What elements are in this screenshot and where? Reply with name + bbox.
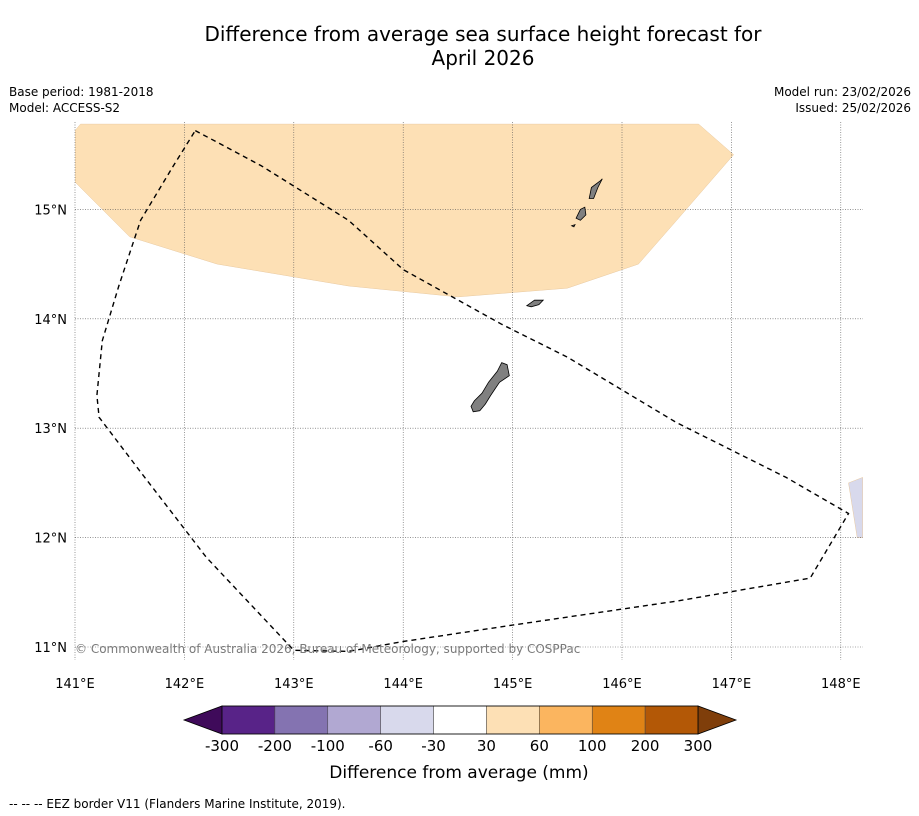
colorbar-bin <box>433 705 487 735</box>
colorbar-tick-label: 300 <box>684 737 713 755</box>
title-line-2: April 2026 <box>431 46 535 70</box>
colorbar-over-arrow <box>697 705 738 735</box>
colorbar-under-arrow <box>182 705 223 735</box>
colorbar-tick-label: -100 <box>311 737 345 755</box>
axis-ticks: 141°E 142°E 143°E 144°E 145°E 146°E 147°E 148°E… <box>34 203 860 692</box>
colorbar-tick-label: -30 <box>421 737 446 755</box>
lon-tick-label: 143°E <box>274 677 314 692</box>
colorbar-tick-label: -300 <box>205 737 239 755</box>
colorbar-bin <box>327 705 381 735</box>
colorbar-tick-label: -200 <box>258 737 292 755</box>
base-period: Base period: 1981-2018 <box>9 85 154 99</box>
lon-tick-label: 142°E <box>165 677 205 692</box>
colorbar-tick-label: 200 <box>631 737 660 755</box>
meta-right: Model run: 23/02/2026 Issued: 25/02/2026 <box>774 84 911 116</box>
lon-tick-label: 146°E <box>602 677 642 692</box>
lon-tick-label: 145°E <box>493 677 533 692</box>
colorbar-tick-label: 60 <box>530 737 549 755</box>
colorbar-bin <box>539 705 593 735</box>
lon-tick-label: 147°E <box>712 677 752 692</box>
islands <box>470 178 603 413</box>
lat-tick-label: 13°N <box>34 422 67 437</box>
model-name: Model: ACCESS-S2 <box>9 101 121 115</box>
anomaly-region-0 <box>75 123 734 298</box>
colorbar-tick-label: -60 <box>368 737 393 755</box>
colorbar-tick-label: 100 <box>578 737 607 755</box>
model-run: Model run: 23/02/2026 <box>773 85 911 99</box>
colorbar-bin <box>274 705 329 735</box>
colorbar-bin <box>486 705 540 735</box>
colorbar-tick-label: 30 <box>477 737 496 755</box>
colorbar-bin <box>644 705 699 735</box>
issued-date: Issued: 25/02/2026 <box>795 101 911 115</box>
island-saipan <box>588 178 603 199</box>
island-tinian <box>575 206 587 221</box>
eez-border-layer <box>96 129 850 653</box>
lon-tick-label: 141°E <box>55 677 95 692</box>
island-guam <box>470 362 510 413</box>
anomaly-regions <box>75 123 863 538</box>
lon-tick-label: 148°E <box>821 677 861 692</box>
lat-tick-label: 11°N <box>34 641 67 656</box>
lat-tick-label: 12°N <box>34 532 67 547</box>
colorbar-frame <box>221 705 699 735</box>
meta-left: Base period: 1981-2018 Model: ACCESS-S2 <box>9 84 154 116</box>
chart-title: Difference from average sea surface heig… <box>0 22 919 70</box>
copyright-text: © Commonwealth of Australia 2026, Bureau… <box>75 642 580 656</box>
eez-border <box>96 129 850 653</box>
colorbar-bin <box>591 705 646 735</box>
eez-legend-note: -- -- -- EEZ border V11 (Flanders Marine… <box>9 797 346 811</box>
lat-tick-label: 14°N <box>34 313 67 328</box>
colorbar: -300 -200 -100 -60 -30 30 60 100 200 300 <box>182 705 738 755</box>
colorbar-label: Difference from average (mm) <box>329 763 588 783</box>
colorbar-bin <box>221 705 276 735</box>
graticule <box>74 122 863 660</box>
lon-tick-label: 144°E <box>383 677 423 692</box>
lat-tick-label: 15°N <box>34 203 67 218</box>
anomaly-region-1 <box>848 477 863 538</box>
colorbar-bin <box>380 705 434 735</box>
island-aguijan <box>570 224 576 228</box>
island-rota <box>525 299 545 308</box>
title-line-1: Difference from average sea surface heig… <box>204 22 762 46</box>
